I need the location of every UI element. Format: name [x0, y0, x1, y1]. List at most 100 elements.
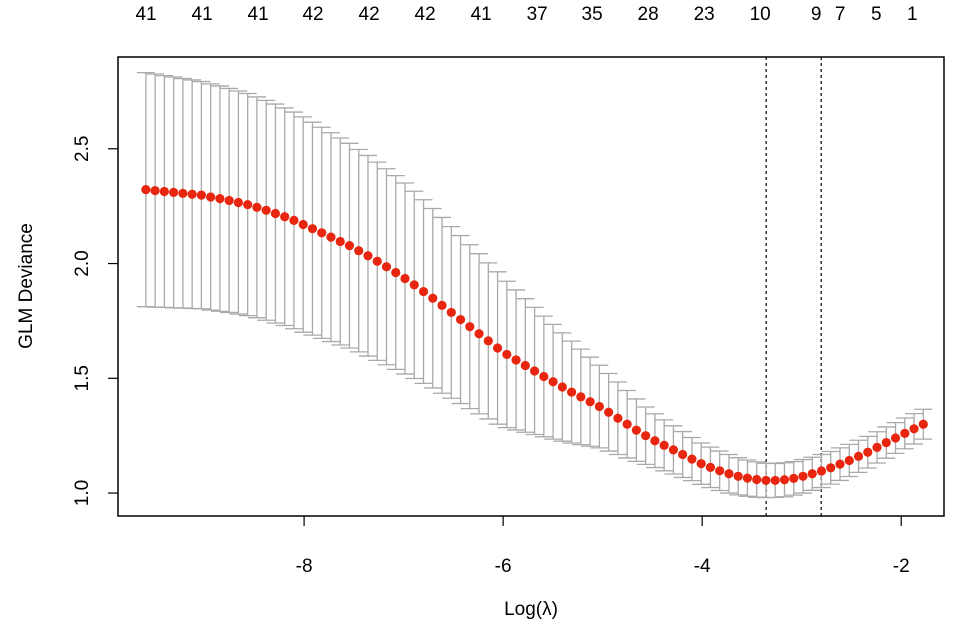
point — [585, 397, 595, 407]
point — [206, 192, 216, 202]
point — [863, 447, 873, 457]
x-tick-label: -6 — [495, 556, 512, 577]
top-tick-label: 42 — [302, 4, 323, 25]
point — [529, 366, 540, 376]
top-tick-label: 42 — [415, 4, 436, 25]
y-tick-label: 1.0 — [72, 480, 93, 506]
x-tick-label: -4 — [694, 556, 711, 577]
point — [539, 371, 549, 382]
point — [594, 401, 604, 412]
point — [363, 251, 373, 261]
point — [622, 419, 632, 429]
top-tick-label: 41 — [248, 4, 269, 25]
point — [492, 343, 503, 353]
point — [243, 199, 253, 210]
top-tick-label: 41 — [192, 4, 213, 25]
point — [844, 455, 854, 466]
point — [789, 473, 799, 483]
y-tick-label: 2.5 — [72, 136, 93, 162]
point — [761, 475, 771, 486]
point — [289, 215, 299, 226]
point — [613, 413, 623, 423]
point — [344, 241, 355, 251]
point — [826, 463, 836, 473]
point — [557, 382, 567, 392]
top-tick-label: 41 — [135, 4, 156, 25]
point — [187, 189, 197, 199]
point — [252, 202, 262, 212]
point — [150, 185, 160, 196]
point — [650, 436, 660, 446]
point — [872, 442, 882, 452]
point — [455, 314, 466, 325]
point — [418, 286, 429, 297]
point — [909, 424, 919, 434]
top-tick-label: 9 — [811, 4, 822, 25]
top-tick-label: 5 — [871, 4, 882, 25]
point — [381, 262, 392, 272]
point — [215, 194, 225, 204]
point — [298, 219, 308, 230]
point — [604, 407, 614, 417]
point — [576, 392, 586, 402]
point — [520, 360, 530, 371]
point — [641, 431, 651, 441]
point — [724, 469, 734, 479]
point — [678, 449, 688, 460]
point — [715, 466, 725, 476]
point — [159, 186, 169, 197]
point — [474, 329, 484, 339]
point — [141, 185, 151, 195]
point — [317, 228, 327, 238]
point — [224, 195, 234, 206]
point — [816, 466, 827, 476]
point — [835, 459, 845, 469]
point — [567, 387, 577, 397]
point — [446, 307, 456, 318]
point — [770, 475, 780, 486]
point — [687, 454, 697, 464]
x-tick-label: -2 — [893, 556, 910, 577]
point — [307, 224, 318, 234]
x-tick-label: -8 — [296, 556, 313, 577]
y-tick-label: 1.5 — [72, 365, 93, 391]
point — [890, 433, 901, 443]
point — [326, 232, 336, 242]
point — [696, 459, 706, 469]
x-axis-label: Log(λ) — [504, 599, 558, 620]
point — [280, 212, 290, 222]
point — [631, 425, 641, 435]
point — [335, 236, 345, 247]
point — [659, 440, 669, 450]
point — [270, 208, 281, 219]
point — [428, 293, 438, 303]
point — [196, 190, 206, 200]
point — [391, 267, 401, 278]
point — [465, 322, 475, 332]
point — [233, 197, 244, 208]
point — [548, 377, 558, 387]
point — [779, 475, 790, 485]
point — [798, 471, 808, 481]
point — [502, 349, 512, 360]
point — [733, 471, 743, 481]
top-tick-label: 42 — [359, 4, 380, 25]
point — [169, 187, 179, 198]
point — [752, 474, 762, 485]
point — [900, 428, 910, 438]
top-tick-label: 1 — [907, 4, 918, 25]
point — [483, 336, 493, 346]
y-axis-label: GLM Deviance — [16, 223, 37, 349]
point — [705, 462, 716, 472]
top-tick-label: 41 — [471, 4, 492, 25]
point — [437, 300, 447, 310]
point — [372, 256, 382, 266]
point — [354, 246, 364, 256]
point — [668, 445, 679, 455]
point — [807, 469, 817, 479]
point — [409, 280, 419, 290]
point — [400, 273, 410, 284]
top-tick-label: 23 — [694, 4, 715, 25]
point — [511, 355, 521, 365]
